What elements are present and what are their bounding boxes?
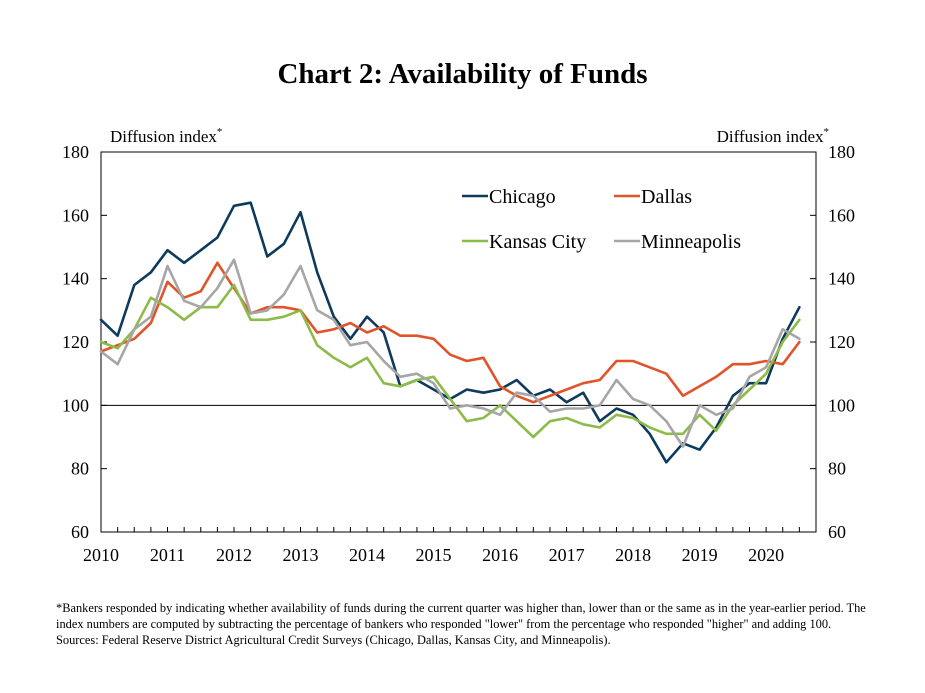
series-line-kansas-city bbox=[99, 283, 801, 439]
y-tick-label-right: 140 bbox=[828, 269, 855, 289]
series-line-dallas bbox=[99, 261, 801, 404]
y-tick-label-right: 180 bbox=[828, 142, 855, 162]
y-tick-label-left: 160 bbox=[62, 205, 89, 225]
plot-frame bbox=[100, 151, 817, 533]
x-tick-label: 2011 bbox=[150, 545, 185, 565]
chart-axes bbox=[100, 151, 817, 533]
y-tick-label-left: 60 bbox=[71, 522, 89, 542]
y-tick-label-right: 160 bbox=[828, 205, 855, 225]
y-tick-label-left: 80 bbox=[71, 459, 89, 479]
x-tick-label: 2018 bbox=[615, 545, 651, 565]
y-tick-label-right: 120 bbox=[828, 332, 855, 352]
series-line-minneapolis bbox=[99, 258, 801, 448]
legend-label-dallas: Dallas bbox=[641, 186, 692, 208]
x-tick-label: 2012 bbox=[216, 545, 252, 565]
sources: Sources: Federal Reserve District Agricu… bbox=[56, 633, 611, 647]
tick-labels: 60 60 80 80 100 100 120 120 140 140 160 160 180 180 20… bbox=[62, 142, 855, 565]
legend-label-minneapolis: Minneapolis bbox=[641, 231, 741, 253]
axis-labels: Diffusion index* Diffusion index* bbox=[110, 126, 829, 146]
x-tick-label: 2014 bbox=[349, 545, 385, 565]
x-tick-label: 2015 bbox=[416, 545, 452, 565]
y-tick-label-left: 100 bbox=[62, 395, 89, 415]
legend: Chicago Dallas Kansas City Minneapolis bbox=[462, 186, 741, 253]
chart-notes: *Bankers responded by indicating whether… bbox=[56, 600, 886, 648]
x-tick-label: 2019 bbox=[682, 545, 718, 565]
y-tick-label-right: 60 bbox=[828, 522, 846, 542]
y-axis-label-right: Diffusion index* bbox=[717, 126, 829, 146]
series-lines bbox=[99, 201, 801, 464]
x-tick-label: 2017 bbox=[549, 545, 585, 565]
y-axis-label-left: Diffusion index* bbox=[110, 126, 222, 146]
y-tick-label-left: 120 bbox=[62, 332, 89, 352]
x-tick-label: 2013 bbox=[283, 545, 319, 565]
y-tick-label-left: 140 bbox=[62, 269, 89, 289]
legend-label-kansas-city: Kansas City bbox=[489, 231, 586, 253]
y-tick-label-right: 100 bbox=[828, 395, 855, 415]
legend-label-chicago: Chicago bbox=[489, 186, 556, 208]
footnote: *Bankers responded by indicating whether… bbox=[56, 601, 866, 631]
chart-title: Chart 2: Availability of Funds bbox=[277, 58, 648, 90]
x-tick-label: 2016 bbox=[482, 545, 518, 565]
y-tick-label-left: 180 bbox=[62, 142, 89, 162]
line-chart: 60 60 80 80 100 100 120 120 140 140 160 160 180 180 20… bbox=[62, 126, 855, 565]
x-tick-label: 2010 bbox=[83, 545, 119, 565]
x-tick-label: 2020 bbox=[748, 545, 784, 565]
y-tick-label-right: 80 bbox=[828, 459, 846, 479]
